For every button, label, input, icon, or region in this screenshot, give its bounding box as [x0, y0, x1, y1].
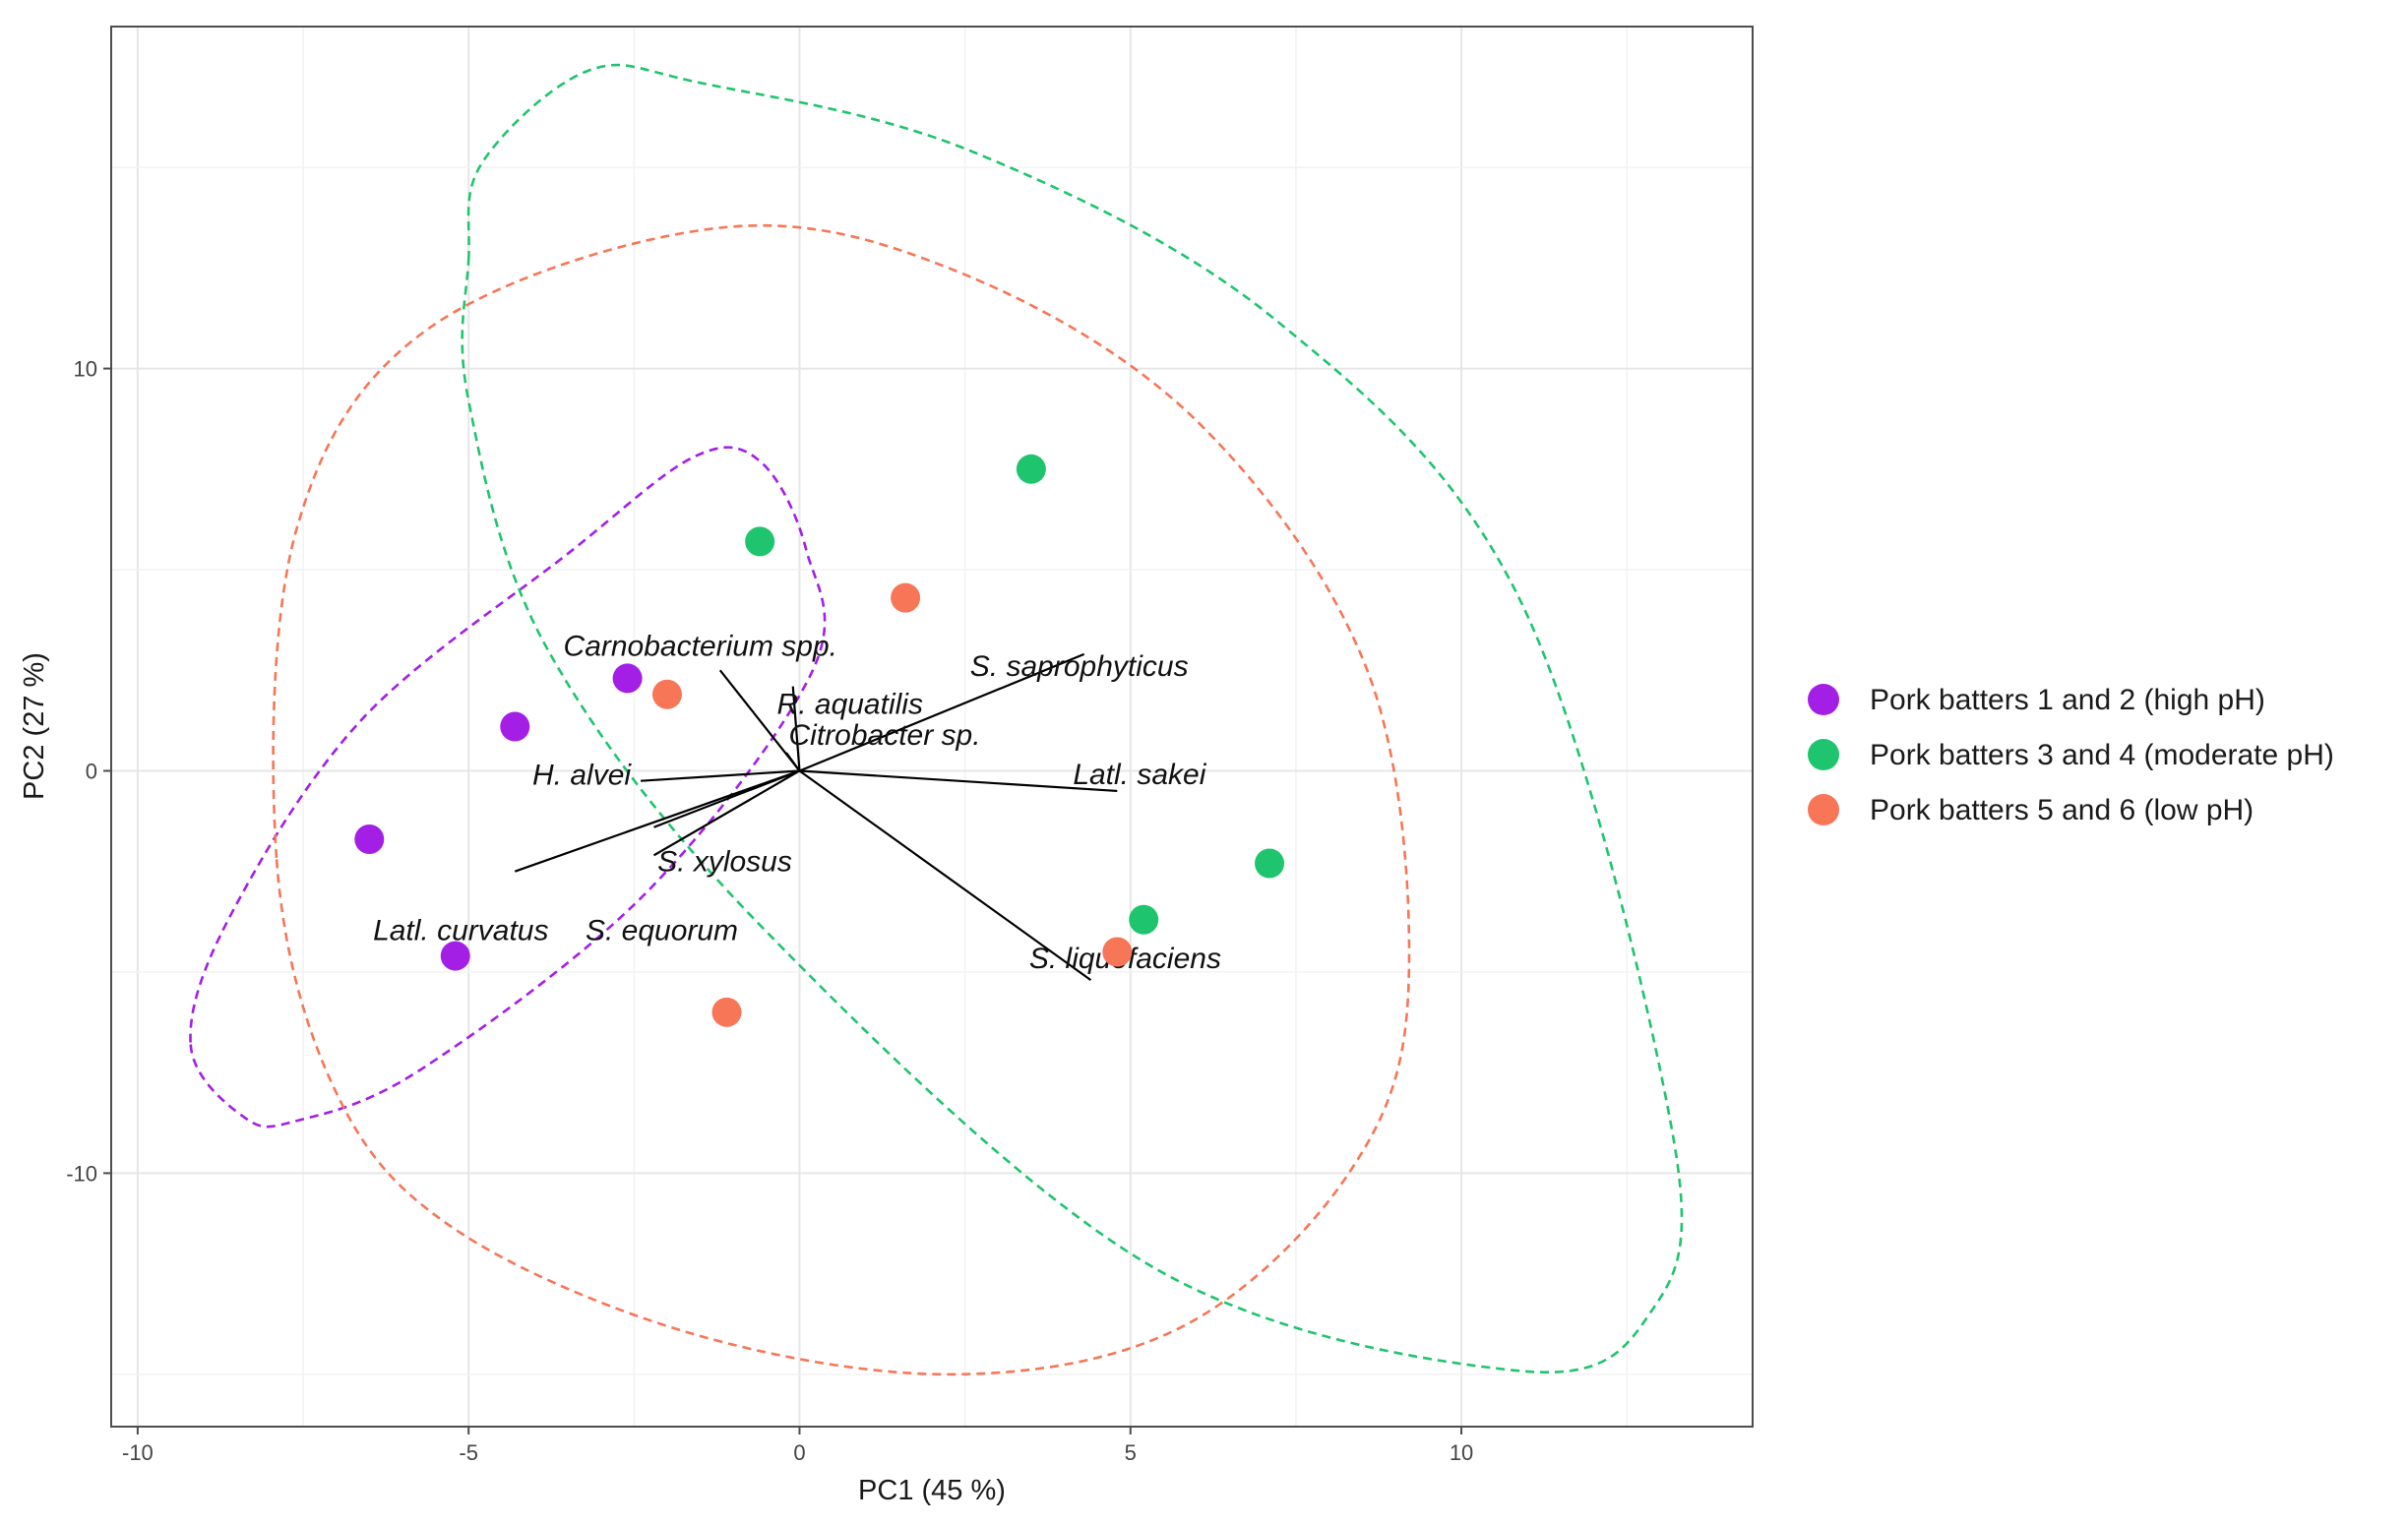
- point-series-3: [1102, 937, 1133, 967]
- legend-swatch: [1808, 794, 1839, 825]
- legend-swatch: [1808, 684, 1839, 715]
- ellipse-series-3: [272, 223, 1411, 1376]
- confidence-ellipses: [189, 63, 1684, 1376]
- loading-label: Latl. curvatus: [373, 915, 548, 947]
- legend-swatch: [1808, 739, 1839, 770]
- loading-label: S. xylosus: [657, 846, 792, 879]
- point-series-3: [891, 582, 921, 613]
- loading-label: H. alvei: [532, 760, 632, 792]
- point-series-1: [500, 711, 530, 742]
- loading-vector: [791, 686, 801, 771]
- loading-vector: [652, 769, 801, 857]
- ellipse-series-1: [189, 446, 827, 1129]
- loading-vectors: [514, 652, 1118, 982]
- loading-vector: [798, 769, 1092, 982]
- ellipse-series-2: [461, 63, 1684, 1373]
- legend-label: Pork batters 3 and 4 (moderate pH): [1870, 739, 2334, 771]
- y-axis-title: PC2 (27 %): [19, 652, 50, 800]
- loading-label: Citrobacter sp.: [788, 719, 980, 752]
- loading-vector: [785, 752, 801, 772]
- loading-label: S. saprophyticus: [970, 650, 1189, 683]
- legend-label: Pork batters 5 and 6 (low pH): [1870, 794, 2254, 826]
- loading-vector: [799, 769, 1118, 793]
- plot-frame: [110, 26, 1754, 1428]
- x-axis-title: PC1 (45 %): [858, 1475, 1006, 1506]
- y-tick-label: 0: [86, 759, 97, 783]
- point-series-2: [1129, 904, 1159, 935]
- loading-label: S. equorum: [586, 914, 738, 946]
- point-series-1: [612, 663, 643, 694]
- y-tick-label: 10: [74, 357, 97, 382]
- legend-label: Pork batters 1 and 2 (high pH): [1870, 684, 2265, 716]
- point-series-2: [745, 526, 775, 557]
- point-series-3: [711, 997, 742, 1027]
- legend: Pork batters 1 and 2 (high pH) Pork batte…: [1808, 684, 2334, 826]
- loading-vector: [799, 652, 1085, 772]
- point-series-3: [651, 679, 682, 709]
- loading-label: Latl. sakei: [1073, 759, 1206, 791]
- loading-label: R. aquatilis: [777, 689, 923, 721]
- sample-points: [354, 454, 1285, 1027]
- x-tick-label: 0: [793, 1440, 805, 1465]
- point-series-1: [354, 824, 385, 854]
- x-tick-label: 5: [1125, 1440, 1137, 1465]
- loading-vector: [514, 769, 800, 873]
- y-tick-label: -10: [66, 1161, 97, 1186]
- loading-vector: [640, 769, 800, 782]
- point-series-1: [440, 941, 470, 971]
- point-series-2: [1016, 454, 1046, 484]
- point-series-2: [1255, 848, 1285, 879]
- x-tick-label: -5: [459, 1440, 478, 1465]
- loading-label: Carnobacterium spp.: [564, 630, 837, 662]
- x-tick-label: 10: [1450, 1440, 1473, 1465]
- x-tick-label: -10: [122, 1440, 154, 1465]
- axes: -10 -5 0 5 10 -10 0 10: [66, 357, 1473, 1465]
